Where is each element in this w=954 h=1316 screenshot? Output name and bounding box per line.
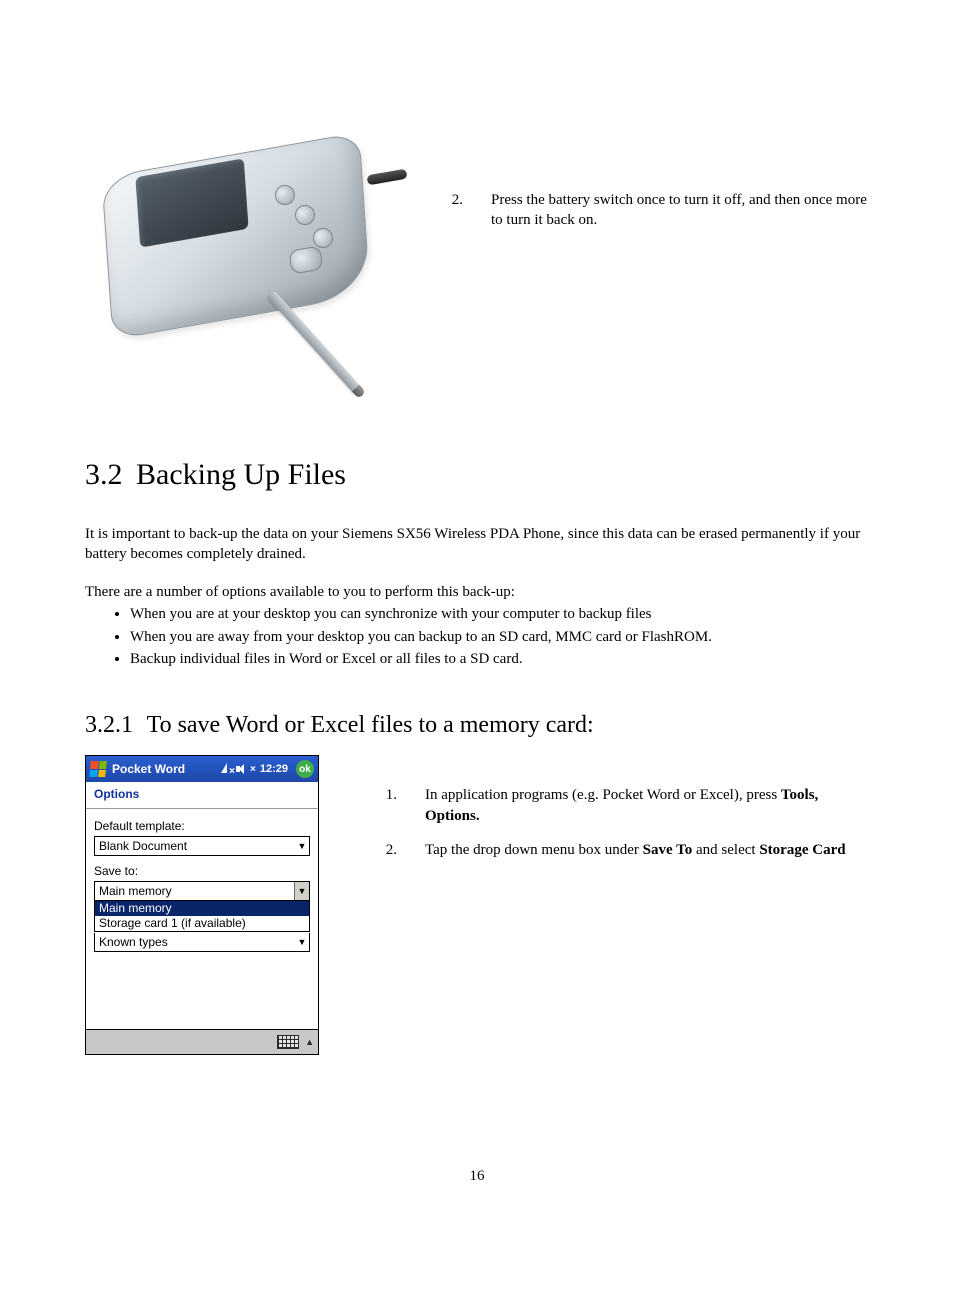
step-number: 2. — [445, 190, 463, 210]
dropdown-option[interactable]: Main memory — [95, 901, 309, 916]
ppc-titlebar: Pocket Word × 12:29 ok — [86, 756, 318, 782]
speaker-icon[interactable] — [236, 764, 248, 774]
instruction-bold: Save To — [643, 842, 693, 858]
section-number: 3.2 — [85, 458, 123, 491]
options-lead: There are a number of options available … — [85, 582, 869, 602]
template-value: Blank Document — [95, 839, 295, 854]
page-number: 16 — [0, 1166, 954, 1186]
sip-up-icon[interactable]: ▲ — [305, 1036, 314, 1048]
subsection-number: 3.2.1 — [85, 712, 133, 738]
dropdown-option[interactable]: Storage card 1 (if available) — [95, 916, 309, 931]
template-dropdown[interactable]: Blank Document ▼ — [94, 836, 310, 856]
saveto-value: Main memory — [95, 884, 294, 899]
section-intro: It is important to back-up the data on y… — [85, 524, 869, 565]
options-bullets: When you are at your desktop you can syn… — [85, 604, 869, 669]
ppc-subbar-options[interactable]: Options — [86, 782, 318, 809]
label-default-template: Default template: — [94, 819, 310, 834]
instruction-bold: Storage Card — [759, 842, 845, 858]
saveto-dropdown-list: Main memory Storage card 1 (if available… — [94, 901, 310, 932]
display-types-dropdown[interactable]: Known types ▼ — [94, 933, 310, 952]
display-types-value: Known types — [95, 935, 295, 950]
ppc-body: Default template: Blank Document ▼ Save … — [86, 809, 318, 1029]
pda-antenna-icon — [366, 169, 407, 186]
instruction-text: Tap the drop down menu box under Save To… — [425, 840, 869, 860]
instruction-pre: Tap the drop down menu box under — [425, 842, 643, 858]
chevron-down-icon: ▼ — [295, 837, 309, 855]
device-illustration — [85, 150, 405, 400]
bullet-item: When you are at your desktop you can syn… — [130, 604, 869, 624]
top-row: 2. Press the battery switch once to turn… — [85, 150, 869, 400]
bullet-item: When you are away from your desktop you … — [130, 627, 869, 647]
section-heading: 3.2 Backing Up Files — [85, 455, 869, 496]
pocketpc-screenshot: Pocket Word × 12:29 ok Options Default t… — [85, 755, 319, 1055]
ppc-clock: 12:29 — [260, 762, 288, 777]
instruction-text: In application programs (e.g. Pocket Wor… — [425, 785, 869, 826]
instructions: 1. In application programs (e.g. Pocket … — [379, 755, 869, 874]
instruction-item: 1. In application programs (e.g. Pocket … — [379, 785, 869, 826]
page: 2. Press the battery switch once to turn… — [0, 0, 954, 1316]
section-title: Backing Up Files — [136, 458, 346, 491]
label-save-to: Save to: — [94, 864, 310, 879]
stylus-icon — [266, 290, 360, 393]
chevron-down-icon: ▼ — [295, 933, 309, 951]
subsection-title: To save Word or Excel files to a memory … — [147, 712, 594, 738]
instruction-item: 2. Tap the drop down menu box under Save… — [379, 840, 869, 860]
ppc-bottombar: ▲ — [86, 1029, 318, 1054]
windows-logo-icon[interactable] — [89, 761, 107, 777]
keyboard-icon[interactable] — [277, 1035, 299, 1049]
lower-row: Pocket Word × 12:29 ok Options Default t… — [85, 755, 869, 1055]
saveto-dropdown[interactable]: Main memory ▼ — [94, 881, 310, 901]
top-step-container: 2. Press the battery switch once to turn… — [445, 150, 869, 245]
signal-off-icon[interactable] — [220, 763, 232, 775]
ppc-app-title: Pocket Word — [112, 761, 185, 777]
instruction-pre: In application programs (e.g. Pocket Wor… — [425, 787, 781, 803]
ok-button[interactable]: ok — [296, 760, 314, 778]
instruction-number: 1. — [379, 785, 397, 805]
ppc-status-area: × 12:29 ok — [220, 760, 314, 778]
subsection-heading: 3.2.1 To save Word or Excel files to a m… — [85, 709, 869, 741]
chevron-down-icon: ▼ — [294, 882, 309, 900]
bullet-item: Backup individual files in Word or Excel… — [130, 649, 869, 669]
instruction-mid: and select — [692, 842, 759, 858]
step-text: Press the battery switch once to turn it… — [491, 190, 869, 231]
mute-x-icon: × — [250, 763, 256, 777]
instruction-number: 2. — [379, 840, 397, 860]
numbered-step: 2. Press the battery switch once to turn… — [445, 190, 869, 231]
